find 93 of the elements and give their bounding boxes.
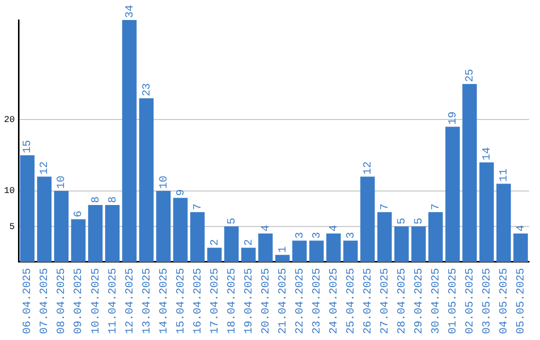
bar (275, 254, 290, 262)
data-label: 7 (430, 204, 442, 210)
bar (462, 84, 477, 262)
bar (513, 234, 528, 262)
x-tick-label: 21.04.2025 (277, 268, 290, 334)
x-tick-label: 09.04.2025 (73, 268, 86, 334)
bar (88, 205, 103, 262)
data-label: 15 (22, 140, 34, 154)
bar (479, 162, 494, 262)
x-tick-label: 01.05.2025 (447, 268, 460, 334)
data-label: 3 (345, 232, 358, 239)
data-label: 10 (56, 176, 68, 189)
bar (207, 248, 222, 262)
x-tick-label: 03.05.2025 (482, 268, 494, 334)
data-label: 8 (107, 196, 120, 204)
y-tick-label: 10 (4, 186, 15, 196)
bar (445, 126, 460, 262)
data-label: 12 (39, 161, 52, 175)
data-label: 6 (73, 210, 86, 218)
data-label: 14 (482, 146, 494, 160)
x-tick-label: 28.04.2025 (396, 268, 408, 334)
x-tick-label: 20.04.2025 (260, 268, 272, 334)
x-tick-label: 26.04.2025 (362, 268, 374, 334)
data-label: 2 (243, 239, 256, 246)
bar (360, 176, 375, 262)
data-label: 5 (413, 218, 426, 224)
bar (105, 205, 120, 262)
x-tick-label: 07.04.2025 (39, 268, 52, 334)
bar (139, 98, 154, 262)
bar (54, 190, 69, 262)
data-label: 25 (464, 68, 477, 82)
bar (122, 20, 137, 262)
bar (343, 240, 358, 262)
x-tick-label: 14.04.2025 (158, 268, 170, 334)
bar (190, 212, 205, 262)
x-tick-label: 23.04.2025 (311, 268, 324, 334)
bar (71, 219, 86, 262)
bar (377, 212, 392, 262)
bar (20, 155, 35, 262)
x-tick-label: 06.04.2025 (22, 268, 34, 334)
x-tick-label: 17.04.2025 (209, 268, 222, 334)
bar (394, 226, 409, 262)
x-tick-label: 10.04.2025 (90, 268, 102, 334)
x-tick-label: 08.04.2025 (56, 268, 68, 334)
x-tick-label: 05.05.2025 (516, 268, 528, 334)
data-label: 2 (209, 239, 222, 246)
x-tick-label: 25.04.2025 (345, 268, 358, 334)
data-label: 1 (277, 246, 290, 253)
x-tick-label: 22.04.2025 (294, 268, 306, 334)
data-label: 23 (141, 83, 154, 96)
data-label: 4 (516, 224, 528, 232)
data-label: 10 (158, 176, 170, 189)
x-tick-label: 18.04.2025 (226, 268, 238, 334)
bar (326, 234, 341, 262)
data-label: 3 (311, 232, 324, 239)
data-label: 9 (175, 189, 188, 196)
x-tick-label: 02.05.2025 (464, 268, 477, 334)
bar (309, 240, 324, 262)
x-tick-label: 19.04.2025 (243, 268, 256, 334)
x-tick-label: 15.04.2025 (175, 268, 188, 334)
bar (496, 184, 511, 262)
y-tick-label: 5 (9, 222, 15, 232)
x-tick-label: 12.04.2025 (124, 268, 136, 334)
data-label: 5 (396, 218, 408, 224)
bar (292, 240, 307, 262)
x-tick-label: 16.04.2025 (192, 268, 204, 334)
data-label: 4 (328, 224, 340, 232)
data-label: 4 (260, 224, 272, 232)
bar (411, 226, 426, 262)
bar (156, 190, 171, 262)
x-tick-label: 29.04.2025 (413, 268, 426, 334)
x-tick-label: 30.04.2025 (430, 268, 442, 334)
bar (258, 234, 273, 262)
x-tick-label: 13.04.2025 (141, 268, 154, 334)
bar (37, 176, 52, 262)
bar (224, 226, 239, 262)
data-label: 12 (362, 161, 374, 175)
data-label: 5 (226, 218, 238, 224)
data-label: 7 (379, 204, 392, 210)
data-label: 19 (447, 112, 460, 125)
data-label: 34 (124, 4, 136, 18)
x-tick-label: 04.05.2025 (498, 268, 511, 334)
y-tick-label: 20 (4, 115, 15, 126)
bar (241, 248, 256, 262)
bar (428, 212, 443, 262)
data-label: 11 (498, 168, 511, 182)
data-label: 7 (192, 204, 204, 210)
x-tick-label: 11.04.2025 (107, 268, 120, 334)
bar (173, 198, 188, 262)
x-tick-label: 27.04.2025 (379, 268, 392, 334)
x-tick-label: 24.04.2025 (328, 268, 340, 334)
data-label: 3 (294, 232, 306, 239)
data-label: 8 (90, 196, 102, 204)
